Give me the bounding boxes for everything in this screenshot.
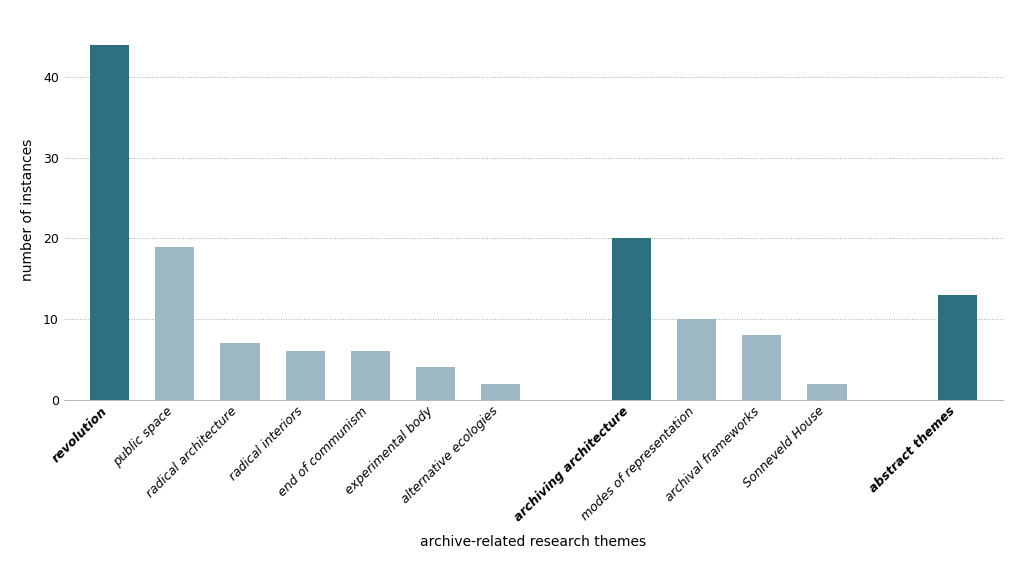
Bar xyxy=(416,368,456,400)
Bar xyxy=(808,384,847,400)
Bar xyxy=(286,351,325,400)
Bar xyxy=(156,247,195,400)
Bar xyxy=(742,335,781,400)
X-axis label: archive-related research themes: archive-related research themes xyxy=(421,535,646,549)
Bar xyxy=(677,319,716,400)
Bar xyxy=(90,45,129,400)
Bar xyxy=(611,238,651,400)
Y-axis label: number of instances: number of instances xyxy=(20,139,35,282)
Bar xyxy=(481,384,520,400)
Bar xyxy=(351,351,390,400)
Bar xyxy=(938,295,977,400)
Bar xyxy=(220,343,259,400)
